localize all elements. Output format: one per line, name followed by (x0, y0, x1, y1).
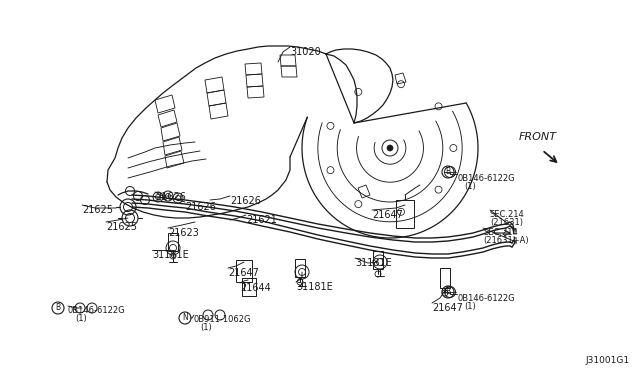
Text: (21631+A): (21631+A) (483, 236, 529, 245)
Bar (295, 259, 305, 277)
Text: 0B146-6122G: 0B146-6122G (457, 174, 515, 183)
Text: 21626: 21626 (155, 192, 186, 202)
Text: J31001G1: J31001G1 (586, 356, 630, 365)
Text: 21625: 21625 (106, 222, 137, 232)
Bar (242, 278, 256, 296)
Text: (1): (1) (464, 302, 476, 311)
Text: 0B146-6122G: 0B146-6122G (457, 294, 515, 303)
Text: 21647: 21647 (228, 268, 259, 278)
Text: (1): (1) (464, 182, 476, 191)
Text: 21621: 21621 (246, 215, 277, 225)
Text: 21626: 21626 (185, 202, 216, 212)
Text: 21625: 21625 (82, 205, 113, 215)
Text: SEC.214: SEC.214 (490, 210, 525, 219)
Bar (168, 233, 178, 251)
Text: FRONT: FRONT (519, 132, 557, 142)
Text: 21623: 21623 (168, 228, 199, 238)
Bar (396, 200, 414, 228)
Text: B: B (445, 288, 451, 296)
Text: 31020: 31020 (290, 47, 321, 57)
Text: B: B (445, 167, 451, 176)
Circle shape (387, 145, 393, 151)
Bar (236, 260, 252, 282)
Text: 21644: 21644 (240, 283, 271, 293)
Text: 31181E: 31181E (152, 250, 189, 260)
Bar (373, 251, 383, 269)
Text: 21626: 21626 (230, 196, 261, 206)
Text: (1): (1) (200, 323, 212, 332)
Text: 21647: 21647 (432, 303, 463, 313)
Text: (21631): (21631) (490, 218, 523, 227)
Text: 31181E: 31181E (355, 258, 392, 268)
Text: (1): (1) (75, 314, 87, 323)
Text: B: B (56, 304, 61, 312)
Text: 0B146-6122G: 0B146-6122G (68, 306, 125, 315)
Text: N: N (182, 314, 188, 323)
Text: 21647: 21647 (372, 210, 403, 220)
Bar (440, 268, 450, 288)
Text: SEC.214: SEC.214 (483, 228, 518, 237)
Text: 0B911-1062G: 0B911-1062G (194, 315, 252, 324)
Text: 31181E: 31181E (296, 282, 333, 292)
